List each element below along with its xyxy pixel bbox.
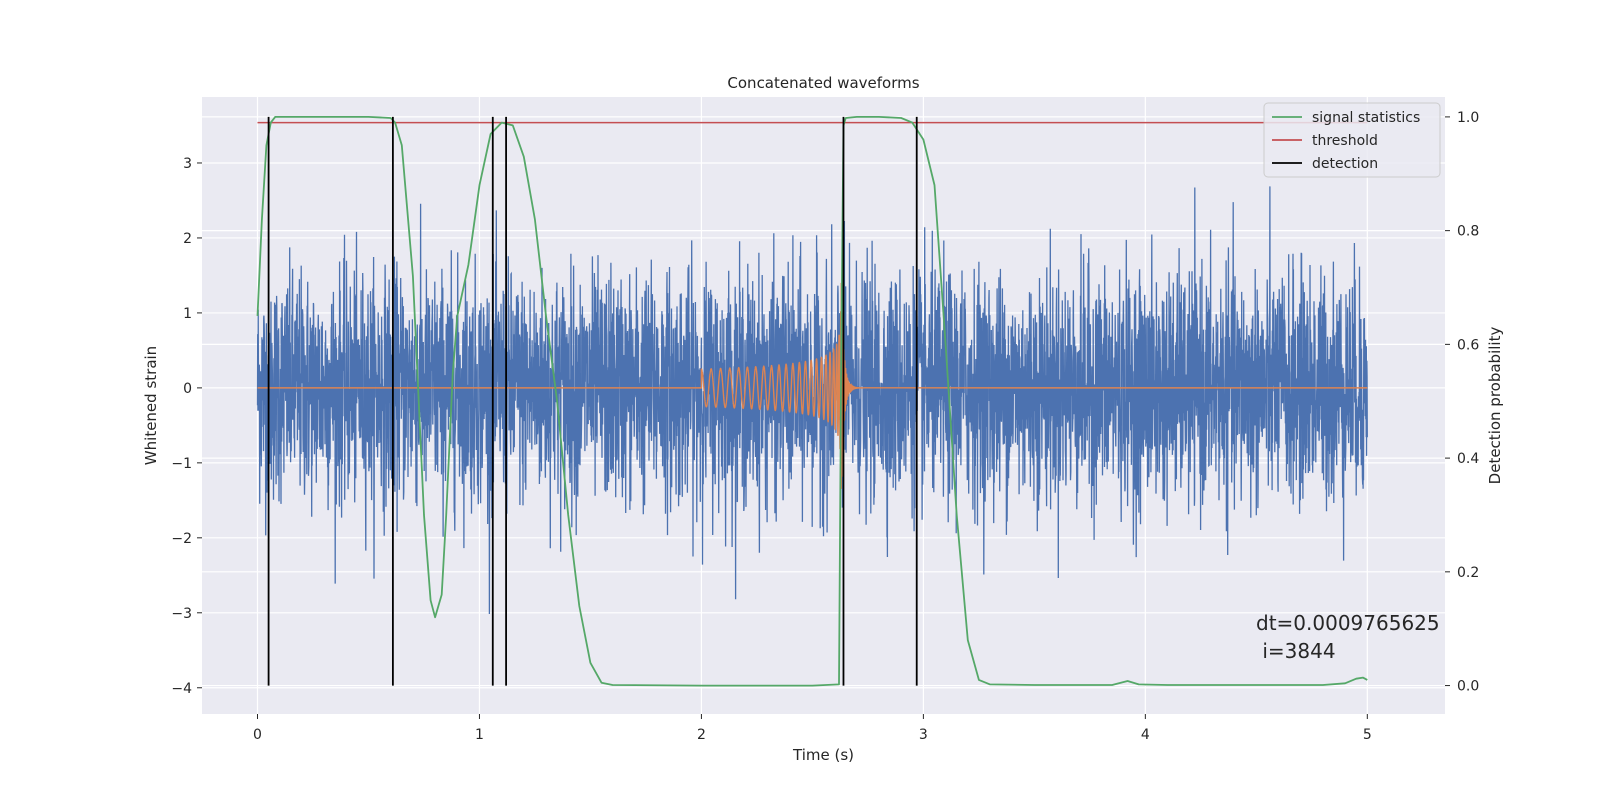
y-right-tick-label-1: 0.2	[1457, 565, 1479, 581]
y-right-tick-label-5: 1.0	[1457, 110, 1479, 126]
annotation-dt: dt=0.0009765625	[1256, 611, 1440, 635]
x-tick-label-2: 2	[697, 727, 706, 743]
chart-title: Concatenated waveforms	[727, 74, 919, 92]
y-left-tick-label-1: −3	[171, 606, 192, 622]
injection-series	[257, 282, 1368, 489]
legend: signal statistics threshold detection	[1263, 102, 1441, 178]
y-right-tick-label-4: 0.8	[1457, 224, 1479, 240]
signal-statistics-series	[256, 116, 1368, 687]
y-axis-left-label: Whitened strain	[142, 346, 160, 465]
y-axis-right-label: Detection probability	[1486, 327, 1504, 485]
y-right-tick-label-2: 0.4	[1457, 451, 1479, 467]
y-left-tick-label-7: 3	[183, 156, 192, 172]
x-tick-label-4: 4	[1141, 727, 1150, 743]
x-axis-label: Time (s)	[792, 746, 854, 764]
y-left-tick-label-2: −2	[171, 531, 192, 547]
y-left-tick-label-5: 1	[183, 306, 192, 322]
annotation-index: i=3844	[1256, 639, 1336, 663]
y-right-tick-label-0: 0.0	[1457, 679, 1479, 695]
legend-box	[1263, 102, 1441, 178]
y-left-tick-label-0: −4	[171, 681, 192, 697]
x-tick-label-5: 5	[1363, 727, 1372, 743]
legend-label-threshold: threshold	[1312, 133, 1378, 149]
y-left-tick-label-3: −1	[171, 456, 192, 472]
legend-label-detection: detection	[1312, 156, 1378, 172]
x-tick-label-0: 0	[253, 727, 262, 743]
x-tick-label-1: 1	[475, 727, 484, 743]
legend-label-signal_statistics: signal statistics	[1312, 110, 1420, 126]
y-right-tick-label-3: 0.6	[1457, 337, 1479, 353]
y-left-tick-label-6: 2	[183, 231, 192, 247]
y-left-tick-label-4: 0	[183, 381, 192, 397]
x-tick-label-3: 3	[919, 727, 928, 743]
